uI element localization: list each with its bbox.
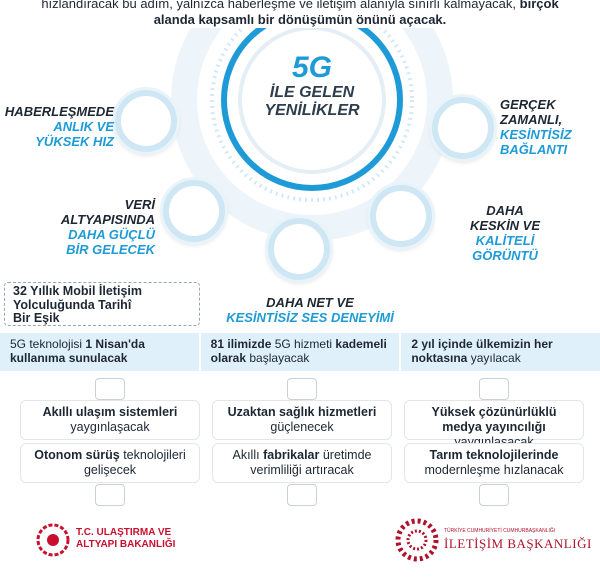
feature-line: HABERLEŞMEDE [4, 104, 114, 119]
text-part: başlayacak [249, 351, 310, 365]
text-part: 81 ilimizde [210, 337, 272, 351]
text-part: üretimde verimliliği artıracak [250, 448, 372, 477]
text-part: 2 yıl içinde ülkemizin her noktasına [411, 337, 553, 365]
feature-line: VERİ [124, 197, 155, 212]
rings [171, 28, 453, 241]
timeline-item: 5G teknolojisi 1 Nisan'da kullanıma sunu… [0, 333, 201, 371]
icon-headset [268, 218, 330, 280]
logo-left-text: T.C. ULAŞTIRMA VE ALTYAPI BAKANLIĞI [76, 527, 175, 551]
text-part: yayılacak [470, 351, 521, 365]
card: Yüksek çözünürlüklü medya yayıncılığı ya… [404, 400, 584, 449]
icon-camera [370, 185, 432, 247]
card: Otonom sürüş teknolojileri gelişecek [20, 443, 200, 483]
center-big: 5G [291, 51, 333, 84]
text-part: hızlandıracak bu adım, yalnızca haberleş… [41, 0, 517, 11]
card-icon [287, 378, 317, 400]
timeline-item: 81 ilimizde 5G hizmeti kademeli olarak b… [201, 333, 402, 371]
feature-line: BİR GELECEK [66, 242, 155, 257]
feature-line: KESİNTİSİZ SES DENEYİMİ [226, 310, 394, 325]
icon-database [163, 180, 225, 242]
text-part: alanda kapsamlı bir dönüşümün önünü açac… [153, 12, 447, 27]
feature-line: DAHA NET VE [266, 295, 354, 310]
icon-wifi [115, 90, 177, 152]
feature: GERÇEK ZAMANLI, KESİNTİSİZ BAĞLANTI [500, 97, 590, 157]
text-part: 1 Nisan'da kullanıma sunulacak [10, 337, 145, 365]
card-icon [287, 484, 317, 506]
feature-line: KESİNTİSİZ [500, 127, 572, 142]
feature: DAHA KESKİN VE KALİTELİ GÖRÜNTÜ [455, 203, 555, 263]
logo-right-small: TÜRKİYE CUMHURİYETİ CUMHURBAŞKANLIĞI [444, 528, 556, 534]
text-part: Otonom sürüş [34, 448, 120, 462]
card-icon [479, 378, 509, 400]
feature-line: GERÇEK [500, 97, 556, 112]
icon-globe [432, 97, 494, 159]
card: Tarım teknolojilerinde modernleşme hızla… [404, 443, 584, 483]
header-line: alanda kapsamlı bir dönüşümün önünü açac… [0, 11, 600, 28]
text-part: modernleşme hızlanacak [424, 463, 564, 477]
card-icon [95, 484, 125, 506]
text-part: Yüksek çözünürlüklü medya yayıncılığı [431, 405, 557, 434]
feature-line: ZAMANLI, [500, 112, 563, 127]
card: Akıllı fabrikalar üretimde verimliliği a… [212, 443, 392, 483]
card: Akıllı ulaşım sistemleri yaygınlaşacak [20, 400, 200, 440]
text-part: Tarım teknolojilerinde [429, 448, 559, 462]
center-line: YENİLİKLER [264, 102, 360, 119]
milestone-line: Bir Eşik [13, 311, 60, 325]
text-part: birçok [519, 0, 559, 11]
text-part: 5G hizmeti [274, 337, 333, 351]
milestone: 32 Yıllık Mobil İletişim Yolculuğunda Ta… [4, 282, 200, 326]
logo-line: T.C. ULAŞTIRMA VE [76, 527, 172, 538]
card-icon [479, 484, 509, 506]
feature: VERİ ALTYAPISINDA DAHA GÜÇLÜ BİR GELECEK [40, 197, 155, 257]
logo-right-text: İLETİŞİM BAŞKANLIĞI [444, 536, 592, 551]
feature-line: ANLIK VE [53, 119, 114, 134]
feature-line: ALTYAPISINDA [60, 212, 155, 227]
feature-line: DAHA [486, 203, 524, 218]
feature-line: KALİTELİ [475, 233, 535, 248]
center-title: 5G İLE GELEN YENİLİKLER [232, 52, 392, 120]
feature-line: YÜKSEK HIZ [35, 134, 114, 149]
text-part: Akıllı ulaşım sistemleri [42, 405, 178, 419]
card-icon [95, 378, 125, 400]
text-part: yaygınlaşacak [70, 420, 150, 434]
text-part: güçlenecek [270, 420, 334, 434]
logo-line: ALTYAPI BAKANLIĞI [76, 539, 176, 550]
feature-line: BAĞLANTI [500, 142, 568, 157]
feature-line: GÖRÜNTÜ [472, 248, 538, 263]
feature-line: DAHA GÜÇLÜ [68, 227, 155, 242]
milestone-line: Yolculuğunda Tarihî [13, 297, 132, 312]
text-part: Uzaktan sağlık hizmetleri [227, 405, 377, 419]
timeline: 5G teknolojisi 1 Nisan'da kullanıma sunu… [0, 333, 600, 371]
milestone-line: 32 Yıllık Mobil İletişim [13, 284, 142, 298]
logo-left [36, 523, 70, 557]
center-line: İLE GELEN [269, 84, 355, 101]
text-part: 5G teknolojisi [10, 337, 83, 351]
text-part: kademeli olarak [210, 337, 387, 365]
text-part: fabrikalar [263, 448, 320, 462]
text-part: teknolojileri gelişecek [83, 448, 186, 477]
card: Uzaktan sağlık hizmetleri güçlenecek [212, 400, 392, 440]
logo-right [395, 518, 439, 562]
header-line: hızlandıracak bu adım, yalnızca haberleş… [0, 0, 600, 12]
timeline-item: 2 yıl içinde ülkemizin her noktasına yay… [401, 333, 600, 371]
feature: DAHA NET VE KESİNTİSİZ SES DENEYİMİ [190, 295, 430, 325]
text-part: Akıllı [232, 448, 260, 462]
feature-line: KESKİN VE [469, 218, 541, 233]
feature: HABERLEŞMEDE ANLIK VE YÜKSEK HIZ [4, 104, 114, 149]
